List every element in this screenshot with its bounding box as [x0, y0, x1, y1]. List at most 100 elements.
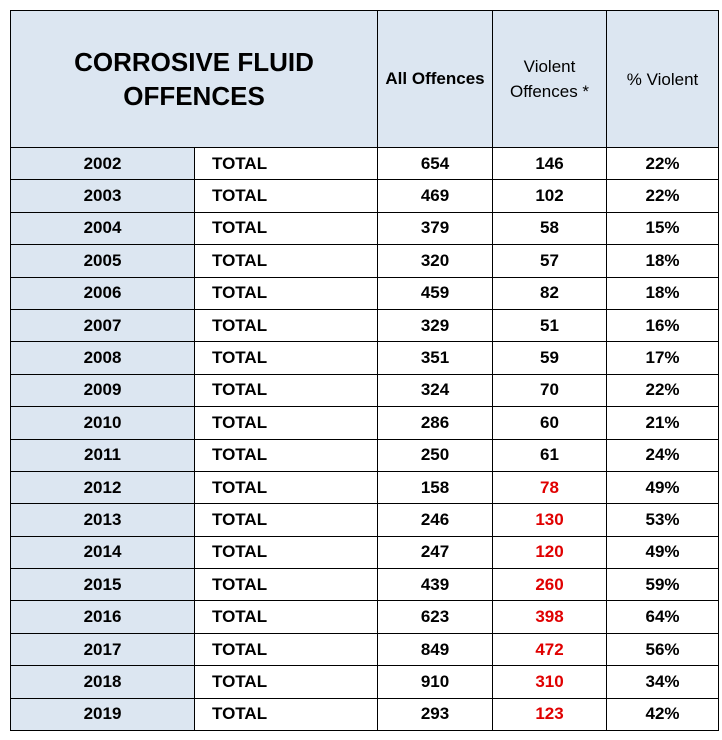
violent-offences-cell: 146	[492, 146, 608, 181]
violent-offences-cell: 260	[492, 568, 608, 602]
year-cell: 2019	[10, 697, 195, 732]
violent-offences-cell: 472	[492, 632, 608, 667]
year-cell: 2017	[10, 632, 195, 667]
violent-offences-cell: 310	[492, 665, 608, 699]
year-cell: 2018	[10, 665, 195, 699]
violent-offences-cell: 82	[492, 276, 608, 310]
label-cell: TOTAL	[193, 406, 379, 440]
year-cell: 2015	[10, 568, 195, 602]
table-row: 2014 TOTAL 247 120 49%	[10, 535, 720, 570]
pct-violent-cell: 24%	[606, 438, 720, 472]
header-row: CORROSIVE FLUID OFFENCES All Offences Vi…	[9, 10, 720, 148]
pct-violent-cell: 56%	[606, 632, 720, 667]
all-offences-cell: 849	[377, 632, 494, 667]
year-cell: 2007	[10, 308, 195, 343]
year-cell: 2014	[10, 535, 195, 570]
all-offences-cell: 654	[377, 146, 494, 181]
label-cell: TOTAL	[193, 535, 379, 570]
year-cell: 2011	[10, 438, 195, 472]
pct-violent-cell: 18%	[606, 244, 720, 278]
label-cell: TOTAL	[193, 568, 379, 602]
label-cell: TOTAL	[193, 341, 379, 375]
table-row: 2004 TOTAL 379 58 15%	[10, 211, 720, 246]
table-row: 2007 TOTAL 329 51 16%	[10, 308, 720, 343]
table-row: 2019 TOTAL 293 123 42%	[10, 697, 720, 732]
year-cell: 2013	[10, 503, 195, 537]
table-row: 2002 TOTAL 654 146 22%	[10, 146, 720, 181]
violent-offences-cell: 59	[492, 341, 608, 375]
all-offences-cell: 623	[377, 600, 494, 634]
violent-offences-cell: 51	[492, 308, 608, 343]
label-cell: TOTAL	[193, 373, 379, 408]
pct-violent-cell: 49%	[606, 535, 720, 570]
all-offences-cell: 246	[377, 503, 494, 537]
pct-violent-cell: 22%	[606, 179, 720, 213]
pct-violent-cell: 22%	[606, 146, 720, 181]
all-offences-cell: 286	[377, 406, 494, 440]
label-cell: TOTAL	[193, 503, 379, 537]
pct-violent-cell: 18%	[606, 276, 720, 310]
pct-violent-cell: 15%	[606, 211, 720, 246]
all-offences-cell: 329	[377, 308, 494, 343]
table-row: 2005 TOTAL 320 57 18%	[10, 244, 720, 278]
violent-offences-cell: 102	[492, 179, 608, 213]
violent-offences-cell: 123	[492, 697, 608, 732]
all-offences-cell: 250	[377, 438, 494, 472]
violent-offences-cell: 58	[492, 211, 608, 246]
label-cell: TOTAL	[193, 470, 379, 505]
violent-offences-cell: 120	[492, 535, 608, 570]
table-row: 2018 TOTAL 910 310 34%	[10, 665, 720, 699]
label-cell: TOTAL	[193, 438, 379, 472]
header-violent-offences: Violent Offences *	[492, 10, 608, 148]
year-cell: 2002	[10, 146, 195, 181]
pct-violent-cell: 64%	[606, 600, 720, 634]
all-offences-cell: 910	[377, 665, 494, 699]
violent-offences-cell: 61	[492, 438, 608, 472]
violent-offences-cell: 70	[492, 373, 608, 408]
violent-offences-cell: 57	[492, 244, 608, 278]
label-cell: TOTAL	[193, 665, 379, 699]
year-cell: 2004	[10, 211, 195, 246]
year-cell: 2010	[10, 406, 195, 440]
pct-violent-cell: 59%	[606, 568, 720, 602]
pct-violent-cell: 34%	[606, 665, 720, 699]
year-cell: 2009	[10, 373, 195, 408]
pct-violent-cell: 16%	[606, 308, 720, 343]
year-cell: 2016	[10, 600, 195, 634]
all-offences-cell: 379	[377, 211, 494, 246]
pct-violent-cell: 53%	[606, 503, 720, 537]
table-row: 2013 TOTAL 246 130 53%	[10, 503, 720, 537]
year-cell: 2003	[10, 179, 195, 213]
all-offences-cell: 293	[377, 697, 494, 732]
all-offences-cell: 247	[377, 535, 494, 570]
year-cell: 2012	[10, 470, 195, 505]
all-offences-cell: 351	[377, 341, 494, 375]
pct-violent-cell: 49%	[606, 470, 720, 505]
table-row: 2008 TOTAL 351 59 17%	[10, 341, 720, 375]
pct-violent-cell: 22%	[606, 373, 720, 408]
all-offences-cell: 320	[377, 244, 494, 278]
all-offences-cell: 439	[377, 568, 494, 602]
header-all-offences: All Offences	[377, 10, 494, 148]
header-pct-violent: % Violent	[606, 10, 720, 148]
pct-violent-cell: 17%	[606, 341, 720, 375]
label-cell: TOTAL	[193, 600, 379, 634]
all-offences-cell: 158	[377, 470, 494, 505]
violent-offences-cell: 78	[492, 470, 608, 505]
table-row: 2016 TOTAL 623 398 64%	[10, 600, 720, 634]
table-row: 2012 TOTAL 158 78 49%	[10, 470, 720, 505]
pct-violent-cell: 21%	[606, 406, 720, 440]
table-title: CORROSIVE FLUID OFFENCES	[9, 10, 379, 148]
table-row: 2006 TOTAL 459 82 18%	[10, 276, 720, 310]
violent-offences-cell: 398	[492, 600, 608, 634]
label-cell: TOTAL	[193, 632, 379, 667]
table-row: 2009 TOTAL 324 70 22%	[10, 373, 720, 408]
table-row: 2017 TOTAL 849 472 56%	[10, 632, 720, 667]
year-cell: 2008	[10, 341, 195, 375]
label-cell: TOTAL	[193, 308, 379, 343]
label-cell: TOTAL	[193, 244, 379, 278]
table-row: 2010 TOTAL 286 60 21%	[10, 406, 720, 440]
violent-offences-cell: 130	[492, 503, 608, 537]
violent-offences-cell: 60	[492, 406, 608, 440]
all-offences-cell: 459	[377, 276, 494, 310]
